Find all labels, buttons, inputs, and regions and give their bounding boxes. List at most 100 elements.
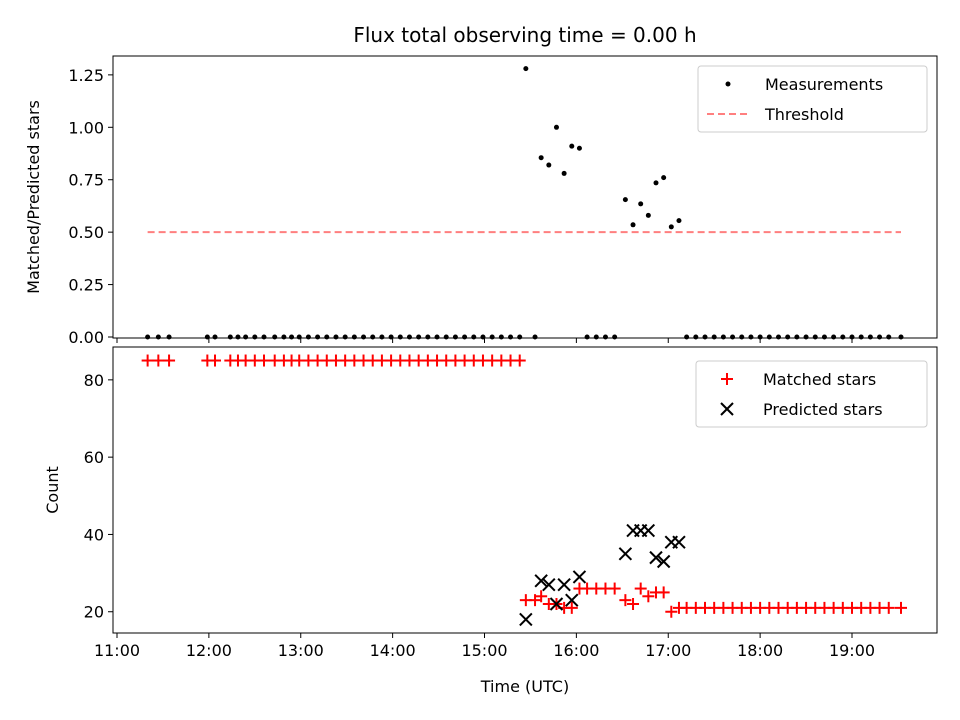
y-tick-label: 0.25 xyxy=(68,276,104,295)
measurement-point xyxy=(831,334,837,340)
y-tick-label: 0.50 xyxy=(68,223,104,242)
top-marks xyxy=(145,66,904,340)
measurement-point xyxy=(342,334,348,340)
matched-star-point xyxy=(163,354,176,367)
legend-measurements-marker xyxy=(725,81,731,87)
measurement-point xyxy=(803,334,809,340)
measurement-point xyxy=(569,143,575,149)
measurement-point xyxy=(538,155,544,161)
x-tick-label: 13:00 xyxy=(278,641,324,660)
measurement-point xyxy=(546,162,552,168)
x-tick-label: 16:00 xyxy=(553,641,599,660)
bottom-y-axis-label: Count xyxy=(43,466,62,514)
measurement-point xyxy=(653,180,659,186)
matched-star-point xyxy=(209,354,221,367)
measurement-point xyxy=(553,124,559,130)
measurement-point xyxy=(638,201,644,207)
measurement-point xyxy=(748,334,754,340)
measurement-point xyxy=(212,334,218,340)
measurement-point xyxy=(145,334,151,340)
measurement-point xyxy=(471,334,477,340)
measurement-point xyxy=(776,334,781,340)
predicted-star-point xyxy=(565,593,579,607)
measurement-point xyxy=(785,334,791,340)
measurement-point xyxy=(379,334,385,340)
measurement-point xyxy=(289,334,295,340)
measurement-point xyxy=(361,334,367,340)
measurement-point xyxy=(593,334,599,340)
measurement-point xyxy=(612,334,618,340)
measurement-point xyxy=(766,334,772,340)
measurement-point xyxy=(517,334,523,340)
bottom-legend: Matched stars Predicted stars xyxy=(695,360,928,428)
legend-predicted-label: Predicted stars xyxy=(763,400,883,419)
matched-star-point xyxy=(513,354,526,367)
bottom-y-ticks: 20 40 60 80 xyxy=(84,371,113,622)
predicted-star-point xyxy=(618,547,633,561)
measurement-point xyxy=(443,334,449,340)
measurement-point xyxy=(204,334,210,340)
measurement-point xyxy=(561,170,567,176)
measurement-point xyxy=(602,334,608,340)
measurement-point xyxy=(227,334,233,340)
measurement-point xyxy=(622,197,628,203)
predicted-star-point xyxy=(572,570,587,584)
matched-star-point xyxy=(258,354,270,367)
measurement-point xyxy=(296,334,302,340)
legend-matched-marker xyxy=(721,373,733,385)
measurement-point xyxy=(388,334,394,340)
matched-star-point xyxy=(657,586,670,599)
measurement-point xyxy=(730,334,736,340)
y-tick-label: 1.25 xyxy=(68,66,104,85)
chart-title: Flux total observing time = 0.00 h xyxy=(353,23,696,47)
matched-star-point xyxy=(619,594,632,607)
measurement-point xyxy=(261,334,267,340)
y-tick-label: 0.00 xyxy=(68,328,104,347)
measurement-point xyxy=(508,334,514,340)
measurement-point xyxy=(324,334,330,340)
predicted-star-point xyxy=(542,577,556,592)
measurement-point xyxy=(489,334,495,340)
measurement-point xyxy=(155,334,161,340)
x-axis-label: Time (UTC) xyxy=(480,677,569,696)
measurement-point xyxy=(661,175,667,181)
matched-star-point xyxy=(608,582,621,595)
measurement-point xyxy=(711,334,717,340)
measurement-point xyxy=(462,334,468,340)
measurement-point xyxy=(858,334,864,340)
measurement-point xyxy=(576,145,582,151)
measurement-point xyxy=(676,218,682,224)
predicted-star-point xyxy=(656,554,671,569)
measurement-point xyxy=(272,334,278,340)
matched-star-point xyxy=(895,601,907,614)
measurement-point xyxy=(416,334,422,340)
top-y-ticks: 0.00 0.25 0.50 0.75 1.00 1.25 xyxy=(68,66,113,347)
measurement-point xyxy=(794,334,800,340)
measurement-point xyxy=(434,334,440,340)
measurement-point xyxy=(898,334,904,340)
x-tick-label: 19:00 xyxy=(829,641,875,660)
matched-star-point xyxy=(141,354,154,367)
measurement-point xyxy=(281,334,287,340)
measurement-point xyxy=(397,334,403,340)
x-tick-label: 18:00 xyxy=(737,641,783,660)
matched-star-point xyxy=(529,594,542,607)
bottom-legend-box xyxy=(695,360,928,428)
measurement-point xyxy=(166,334,172,340)
measurement-point xyxy=(702,334,708,340)
matched-star-point xyxy=(152,354,165,367)
predicted-star-point xyxy=(649,550,663,565)
legend-measurements-label: Measurements xyxy=(765,75,883,94)
legend-predicted-marker xyxy=(720,402,734,416)
matched-star-point xyxy=(565,601,578,614)
y-tick-label: 80 xyxy=(84,371,104,390)
predicted-star-point xyxy=(641,523,656,538)
measurement-point xyxy=(315,334,321,340)
measurement-point xyxy=(333,334,339,340)
top-legend-box xyxy=(697,65,928,133)
y-tick-label: 40 xyxy=(84,525,104,544)
measurement-point xyxy=(425,334,431,340)
x-tick-label: 17:00 xyxy=(645,641,691,660)
bottom-marks xyxy=(141,354,907,627)
